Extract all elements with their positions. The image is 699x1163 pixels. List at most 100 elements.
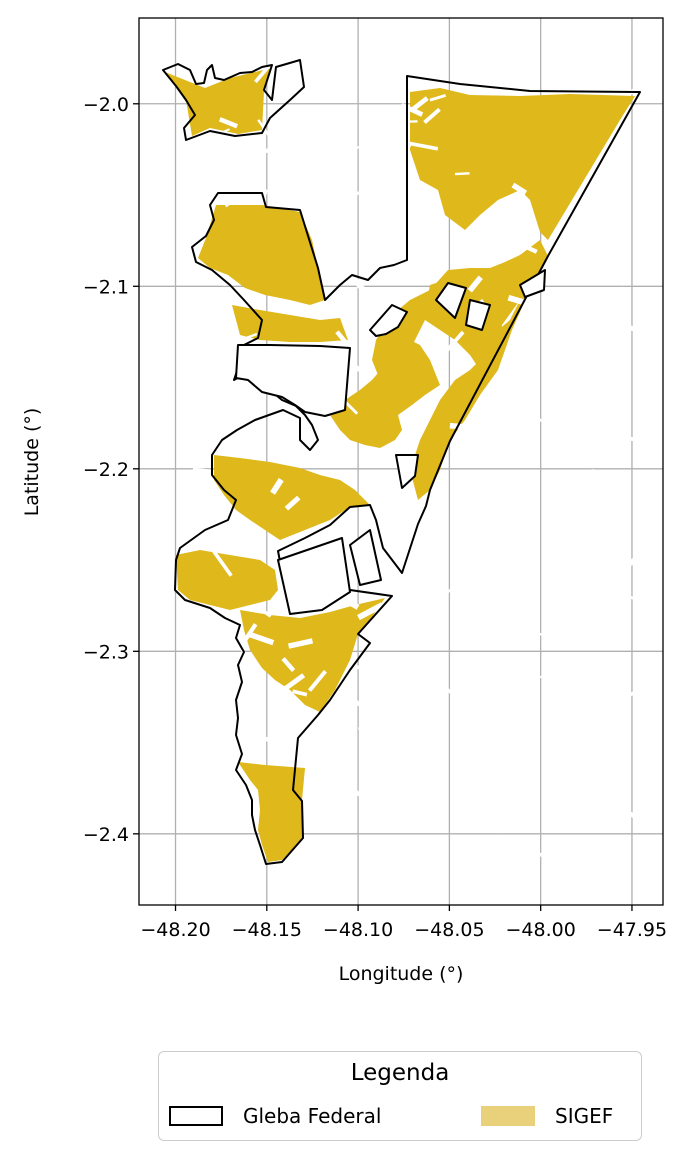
sigef-parcel-zone	[198, 205, 325, 305]
parcel-gap	[187, 498, 212, 521]
parcel-gap	[247, 631, 275, 646]
gleba-enclave-outline	[395, 454, 419, 489]
parcel-gap	[511, 182, 528, 196]
parcel-gap	[281, 657, 296, 673]
parcel-gap	[497, 682, 524, 696]
parcel-gap	[338, 259, 353, 271]
gleba-outline	[162, 59, 305, 141]
parcel-gap	[411, 96, 429, 112]
parcel-gap	[256, 605, 272, 618]
parcel-gap	[454, 172, 470, 176]
parcel-gap	[244, 838, 254, 847]
parcel-gap	[291, 449, 302, 460]
parcel-gap	[445, 330, 465, 352]
parcel-gap	[314, 804, 335, 824]
parcel-gap	[543, 517, 560, 532]
x-tick-label: −48.10	[323, 919, 393, 941]
parcel-gap	[402, 573, 414, 586]
parcel-gap	[557, 422, 576, 435]
y-tick-label: −2.3	[83, 641, 129, 663]
parcel-gap	[205, 280, 227, 286]
parcel-gap	[565, 469, 595, 479]
parcel-gap	[283, 717, 293, 730]
parcel-gap	[560, 665, 577, 685]
parcel-gap	[229, 436, 244, 456]
parcel-gap	[350, 187, 367, 199]
parcel-gap	[605, 316, 637, 332]
parcel-gap	[306, 80, 326, 92]
parcel-gap	[609, 333, 630, 338]
x-axis-ticks: −48.20 −48.15 −48.10 −48.05 −48.00 −47.95	[140, 905, 667, 941]
parcel-gap	[594, 210, 608, 215]
sigef-parcel-zone	[176, 550, 278, 610]
x-axis-label: Longitude (°)	[339, 963, 464, 985]
parcel-gap	[379, 823, 394, 830]
sigef-parcel-zone	[410, 88, 635, 240]
x-tick-label: −48.00	[506, 919, 576, 941]
y-tick-label: −2.2	[83, 459, 129, 481]
parcel-gap	[400, 511, 413, 521]
gleba-enclave-outline	[465, 299, 491, 331]
gleba-enclave-outline	[349, 529, 382, 586]
x-tick-label: −48.20	[140, 919, 210, 941]
parcel-gap	[443, 579, 460, 597]
parcel-gap	[605, 691, 621, 708]
gleba-enclave-outline	[519, 269, 546, 298]
parcel-gap	[513, 491, 536, 500]
parcel-gap	[625, 435, 656, 446]
parcel-gap	[620, 286, 631, 295]
legend-item-sigef: SIGEF	[481, 1104, 613, 1128]
parcel-gap	[423, 107, 441, 125]
parcel-gap	[237, 644, 254, 666]
y-tick-label: −2.0	[83, 94, 129, 116]
parcel-gap	[578, 604, 596, 616]
parcel-gap	[402, 120, 418, 123]
parcel-gap	[521, 582, 534, 593]
parcel-gap	[350, 274, 365, 291]
parcel-gap	[387, 755, 399, 759]
x-tick-label: −48.05	[414, 919, 484, 941]
parcel-gap	[332, 145, 355, 164]
x-tick-label: −47.95	[597, 919, 667, 941]
parcel-gap	[613, 802, 643, 822]
parcel-gap	[590, 505, 625, 520]
parcel-gap	[270, 478, 284, 495]
legend-swatch-gleba	[169, 1106, 223, 1126]
legend-title: Legenda	[350, 1060, 450, 1086]
parcel-gap	[281, 673, 306, 693]
parcel-gap	[284, 495, 301, 511]
parcel-gap	[251, 184, 280, 197]
parcel-gap	[502, 389, 532, 408]
parcel-gap	[404, 784, 431, 793]
parcel-gap	[351, 786, 373, 808]
parcel-gap	[440, 681, 465, 708]
parcel-gap	[218, 117, 238, 129]
parcel-gap	[367, 169, 391, 180]
sigef-parcel-zone	[232, 305, 348, 342]
parcel-gap	[539, 675, 568, 689]
parcel-gap	[614, 685, 644, 706]
parcel-gap	[219, 184, 230, 194]
parcel-gap	[377, 138, 412, 148]
parcel-gap	[430, 519, 443, 528]
parcel-gap	[226, 411, 247, 436]
gleba-federal-boundary	[162, 59, 641, 865]
parcel-gap	[498, 80, 511, 93]
parcel-gap	[379, 656, 394, 673]
sigef-parcel-zone	[238, 762, 305, 862]
parcel-gap	[429, 93, 447, 102]
parcel-gap	[535, 632, 551, 638]
sigef-parcel-zone	[240, 598, 385, 712]
parcel-gap	[311, 169, 323, 180]
parcel-gap	[237, 173, 265, 196]
parcel-gap	[555, 662, 582, 671]
sigef-parcel-zone	[252, 340, 440, 448]
parcel-gap	[577, 447, 592, 454]
gleba-enclave-outline	[369, 304, 408, 337]
parcel-gap	[212, 550, 233, 577]
legend: Legenda Gleba Federal SIGEF	[158, 1051, 642, 1141]
gleba-enclave-outline	[435, 282, 467, 319]
plot-frame	[138, 17, 664, 906]
parcel-gap	[183, 357, 207, 363]
